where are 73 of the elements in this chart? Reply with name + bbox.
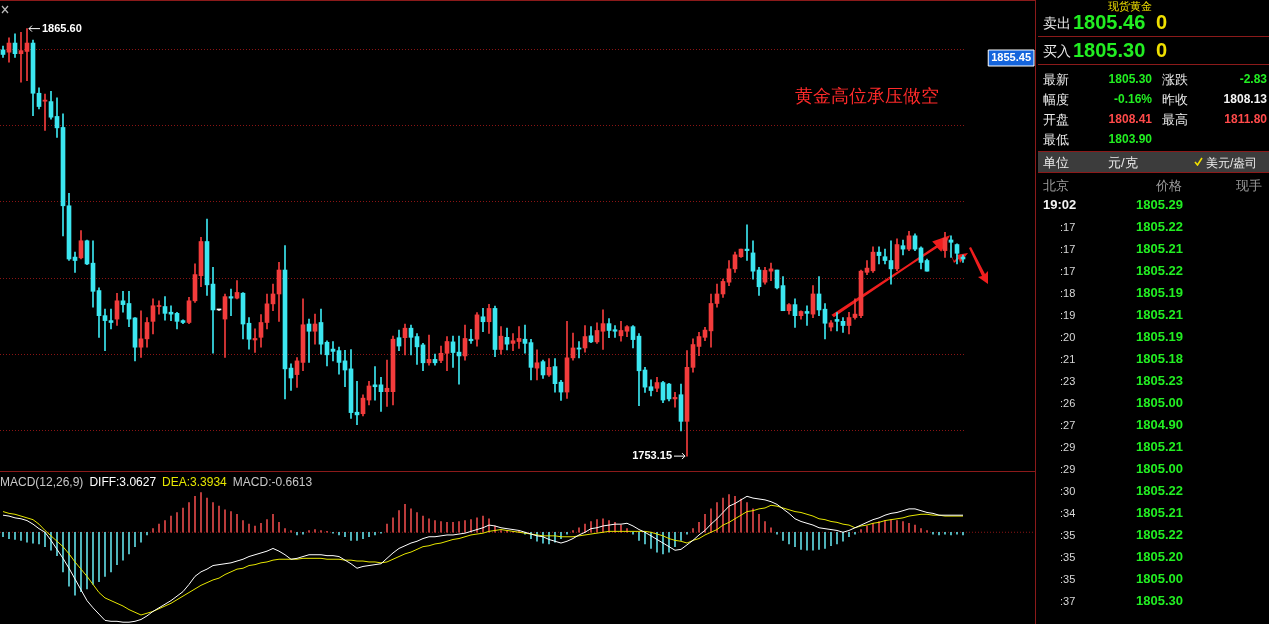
text: 0: [1156, 11, 1168, 34]
text: 1811.80: [1224, 112, 1267, 126]
text: 最低: [1043, 131, 1069, 149]
text: 现手: [1236, 177, 1262, 195]
text: 1805.30: [1108, 72, 1152, 86]
text: 卖出: [1043, 15, 1071, 33]
text: 1805.46: [1073, 11, 1146, 34]
text: 1805.22: [1136, 527, 1183, 542]
text: :30: [1060, 485, 1076, 497]
text: :26: [1060, 397, 1076, 409]
text: :29: [1060, 441, 1076, 453]
text: 元/克: [1108, 154, 1138, 172]
text: :23: [1060, 375, 1076, 387]
text: 1808.13: [1223, 92, 1267, 106]
text: DIFF:3.0627: [89, 475, 157, 489]
text: 1808.41: [1108, 112, 1152, 126]
text: 0: [1156, 39, 1168, 62]
text: 最高: [1162, 111, 1188, 129]
text: 1805.23: [1136, 373, 1183, 388]
annotation: 黄金高位承压做空: [795, 85, 939, 106]
text: -0.16%: [1113, 92, 1152, 106]
text: 1805.19: [1136, 329, 1183, 344]
text: :35: [1060, 551, 1076, 563]
text: :37: [1060, 595, 1076, 607]
text: 1805.22: [1136, 263, 1183, 278]
text: 北京: [1043, 177, 1069, 195]
text: 1805.30: [1136, 593, 1183, 608]
text: 1805.30: [1073, 39, 1146, 62]
text: :18: [1060, 287, 1076, 299]
text: 1805.21: [1136, 307, 1183, 322]
text: 现货黄金: [1108, 0, 1152, 12]
text: 1805.21: [1136, 439, 1183, 454]
annotation: 1865.60: [42, 21, 82, 34]
annotation: 1753.15: [632, 449, 672, 462]
text: 1805.00: [1136, 395, 1183, 410]
text: 1805.22: [1136, 483, 1183, 498]
text: :17: [1060, 221, 1076, 233]
text: 1805.29: [1136, 197, 1183, 212]
text: :17: [1060, 265, 1076, 277]
text: DEA:3.3934: [162, 475, 227, 489]
text: 价格: [1156, 177, 1182, 195]
text: :20: [1060, 331, 1076, 343]
text: 买入: [1043, 43, 1071, 61]
text: :35: [1060, 529, 1076, 541]
text: :19: [1060, 309, 1076, 321]
text: 1805.21: [1136, 505, 1183, 520]
text: 1805.22: [1136, 219, 1183, 234]
text: :29: [1060, 463, 1076, 475]
text: 幅度: [1043, 91, 1069, 109]
text: 1804.90: [1136, 417, 1183, 432]
text: :27: [1060, 419, 1076, 431]
series-label: MACD:-0.6613: [232, 475, 313, 489]
text: 美元/盎司: [1206, 155, 1258, 172]
chart-title: MACD(12,26,9): [0, 475, 84, 489]
text: 1803.90: [1108, 132, 1152, 146]
text: -2.83: [1239, 72, 1267, 86]
text: 1805.19: [1136, 285, 1183, 300]
text: 1855.45: [991, 51, 1031, 64]
text: 1805.20: [1136, 549, 1183, 564]
text: 1805.00: [1136, 571, 1183, 586]
text: :35: [1060, 573, 1076, 585]
text: 昨收: [1162, 91, 1188, 109]
text: 1805.18: [1136, 351, 1183, 366]
text: 最新: [1043, 71, 1069, 89]
text: :17: [1060, 243, 1076, 255]
text: 1805.00: [1136, 461, 1183, 476]
text: :21: [1060, 353, 1076, 365]
text: 19:02: [1043, 197, 1077, 212]
text: :34: [1060, 507, 1076, 519]
text: 单位: [1043, 154, 1069, 172]
text: 开盘: [1043, 111, 1069, 129]
text: 涨跌: [1162, 71, 1188, 89]
text: 1805.21: [1136, 241, 1183, 256]
